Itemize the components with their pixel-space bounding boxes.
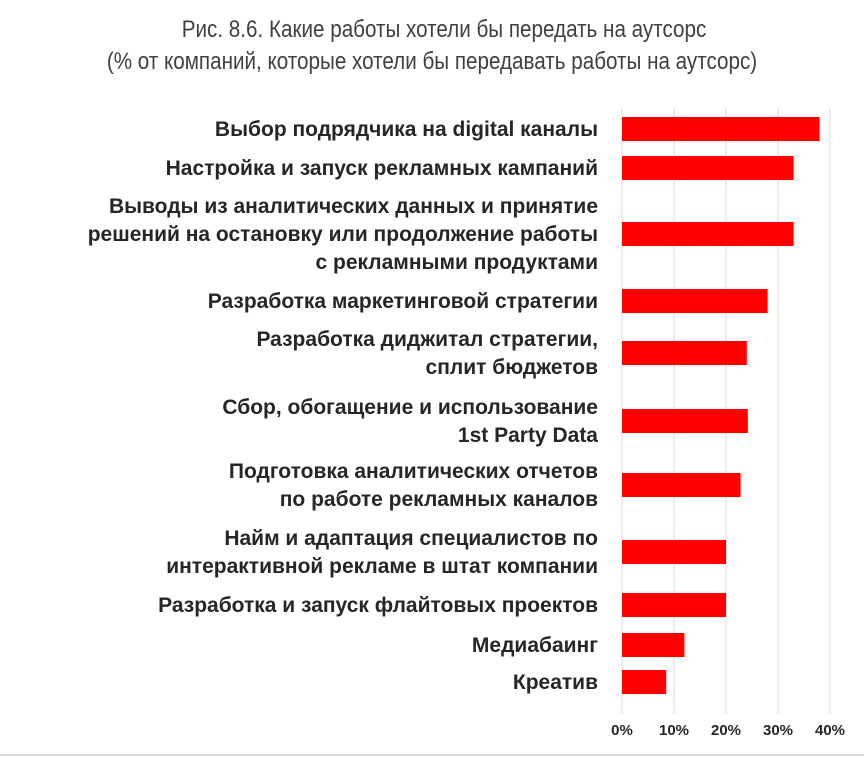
bar	[622, 289, 768, 313]
bar	[622, 593, 726, 617]
bar	[622, 117, 820, 141]
category-label: Выводы из аналитических данных и приняти…	[88, 195, 598, 274]
bottom-divider	[0, 754, 864, 756]
x-tick-label: 20%	[711, 722, 741, 739]
category-label: Найм и адаптация специалистов по интеракт…	[166, 527, 598, 578]
category-label: Выбор подрядчика на digital каналы	[215, 118, 598, 141]
bar	[622, 633, 685, 657]
x-tick-label: 30%	[763, 722, 793, 739]
bar	[622, 222, 794, 246]
bar	[622, 341, 747, 365]
x-tick-label: 40%	[815, 722, 845, 739]
category-label: Настройка и запуск рекламных кампаний	[166, 157, 598, 180]
chart-subtitle: (% от компаний, которые хотели бы переда…	[106, 48, 758, 75]
bar	[622, 670, 667, 694]
category-label: Разработка диджитал стратегии, сплит бюдж…	[256, 328, 598, 379]
category-label: Подготовка аналитических отчетов по работ…	[229, 460, 598, 511]
chart-title: Рис. 8.6. Какие работы хотели бы передат…	[181, 16, 707, 43]
x-tick-label: 0%	[611, 722, 633, 739]
category-label: Разработка маркетинговой стратегии	[208, 290, 598, 313]
category-label: Креатив	[513, 671, 598, 694]
bar	[622, 540, 726, 564]
category-label: Медиабаинг	[472, 634, 598, 657]
bar	[622, 473, 741, 497]
bar	[622, 156, 794, 180]
x-tick-label: 10%	[659, 722, 689, 739]
category-label: Разработка и запуск флайтовых проектов	[158, 594, 598, 617]
bar	[622, 409, 748, 433]
category-label: Сбор, обогащение и использование 1st Part…	[222, 396, 598, 447]
